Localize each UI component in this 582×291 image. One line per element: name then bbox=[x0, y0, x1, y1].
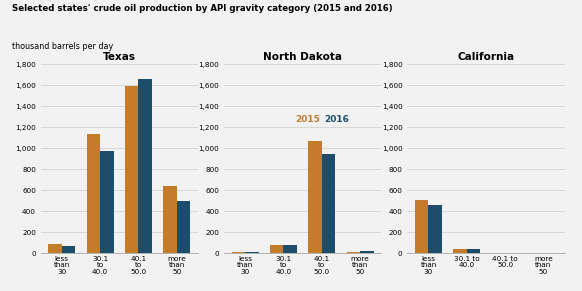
Title: California: California bbox=[457, 52, 514, 62]
Bar bbox=[87, 134, 100, 253]
Bar bbox=[347, 252, 360, 253]
Bar bbox=[283, 245, 297, 253]
Bar bbox=[177, 200, 190, 253]
Bar bbox=[322, 154, 335, 253]
Bar bbox=[62, 246, 75, 253]
Text: 2015: 2015 bbox=[295, 115, 320, 124]
Bar bbox=[232, 252, 245, 253]
Bar bbox=[428, 205, 442, 253]
Bar bbox=[453, 249, 467, 253]
Bar bbox=[245, 252, 258, 253]
Bar bbox=[125, 86, 139, 253]
Bar bbox=[270, 245, 283, 253]
Bar bbox=[308, 141, 322, 253]
Bar bbox=[415, 200, 428, 253]
Text: Selected states' crude oil production by API gravity category (2015 and 2016): Selected states' crude oil production by… bbox=[12, 4, 392, 13]
Bar bbox=[360, 251, 374, 253]
Bar bbox=[100, 151, 113, 253]
Title: North Dakota: North Dakota bbox=[263, 52, 342, 62]
Text: thousand barrels per day: thousand barrels per day bbox=[12, 42, 113, 51]
Title: Texas: Texas bbox=[103, 52, 136, 62]
Bar bbox=[139, 79, 152, 253]
Bar bbox=[467, 249, 480, 253]
Text: 2016: 2016 bbox=[324, 115, 349, 124]
Bar bbox=[164, 186, 177, 253]
Bar bbox=[48, 244, 62, 253]
